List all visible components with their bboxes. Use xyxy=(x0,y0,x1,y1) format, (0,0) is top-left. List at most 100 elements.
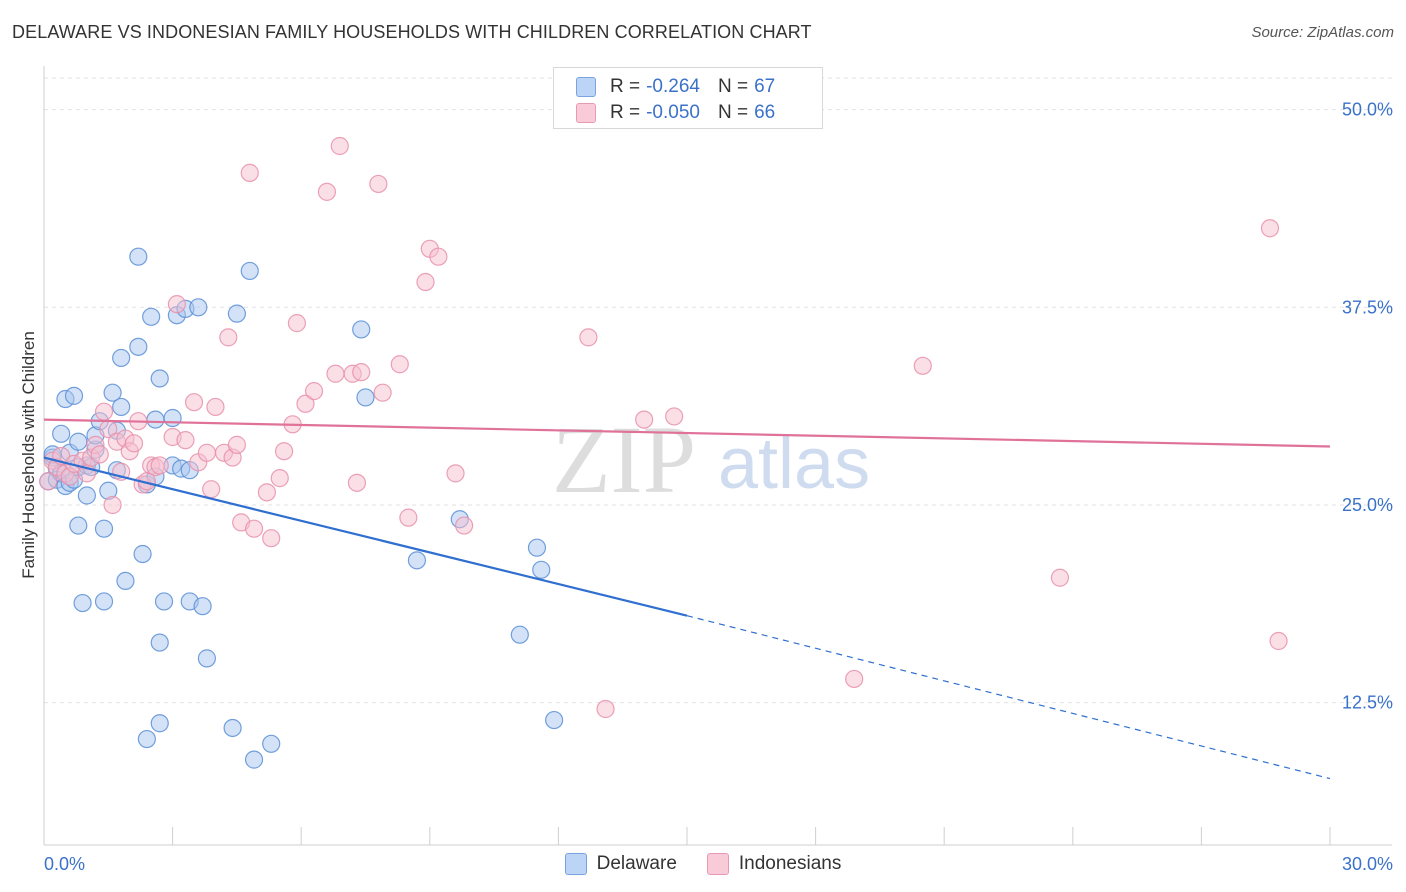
legend-n-value-indonesians: 66 xyxy=(754,102,776,123)
point-delaware xyxy=(150,633,169,652)
point-indonesians xyxy=(390,355,409,374)
point-indonesians xyxy=(257,483,277,502)
point-indonesians xyxy=(596,699,615,719)
point-indonesians xyxy=(352,363,371,382)
legend-r-label: R = xyxy=(610,76,641,97)
legend-n-value-delaware: 67 xyxy=(754,76,776,97)
point-delaware xyxy=(52,424,71,443)
point-indonesians xyxy=(244,519,264,538)
point-delaware xyxy=(112,348,131,368)
tick-labels: 12.5% 25.0% 37.5% 50.0% 0.0% 30.0% xyxy=(44,100,1393,874)
x-tick-label: 0.0% xyxy=(44,854,85,874)
point-indonesians xyxy=(399,508,418,527)
point-delaware xyxy=(146,410,165,429)
legend-r-value-delaware: -0.264 xyxy=(646,76,700,97)
y-tick-label: 50.0% xyxy=(1342,100,1393,120)
legend-swatch-indonesians xyxy=(576,103,596,123)
series-legend-label-indonesians: Indonesians xyxy=(738,853,842,874)
point-indonesians xyxy=(665,407,684,426)
point-indonesians xyxy=(202,480,221,499)
point-indonesians xyxy=(429,247,448,266)
point-delaware xyxy=(77,486,96,505)
point-indonesians xyxy=(845,669,864,689)
point-delaware xyxy=(189,298,208,317)
point-delaware xyxy=(527,538,547,557)
point-indonesians xyxy=(317,182,337,201)
legend-swatch-indonesians xyxy=(706,853,729,875)
point-indonesians xyxy=(330,136,349,156)
point-delaware xyxy=(112,397,131,417)
chart-title: DELAWARE VS INDONESIAN FAMILY HOUSEHOLDS… xyxy=(12,22,812,42)
legend-row-delaware: R = -0.264 N = 67 xyxy=(576,75,775,99)
point-delaware xyxy=(103,383,122,402)
point-indonesians xyxy=(39,472,58,491)
y-tick-label: 37.5% xyxy=(1342,297,1393,317)
point-delaware xyxy=(129,337,148,356)
point-indonesians xyxy=(1050,568,1070,587)
y-tick-label: 12.5% xyxy=(1342,693,1393,713)
point-indonesians xyxy=(167,295,186,314)
point-indonesians xyxy=(913,356,932,375)
point-indonesians xyxy=(240,163,259,182)
point-delaware xyxy=(73,593,92,613)
point-delaware xyxy=(133,544,152,564)
point-indonesians xyxy=(124,434,144,453)
point-delaware xyxy=(154,592,174,611)
trend-line-delaware xyxy=(43,456,688,617)
point-delaware xyxy=(94,592,114,611)
trend-line-indonesians xyxy=(43,418,1331,448)
point-indonesians xyxy=(150,456,169,475)
point-indonesians xyxy=(416,272,435,292)
point-indonesians xyxy=(1269,631,1288,651)
series-legend-delaware: Delaware xyxy=(564,853,677,875)
point-delaware xyxy=(240,261,259,281)
point-indonesians xyxy=(304,382,324,401)
legend-r-value-indonesians: -0.050 xyxy=(646,102,700,123)
point-indonesians xyxy=(287,314,307,333)
point-indonesians xyxy=(103,495,122,515)
point-delaware xyxy=(532,560,551,579)
x-tick-label: 30.0% xyxy=(1342,854,1393,874)
series-legend-indonesians: Indonesians xyxy=(706,853,842,875)
point-indonesians xyxy=(90,445,109,464)
point-delaware xyxy=(137,729,156,749)
point-delaware xyxy=(69,516,88,535)
point-delaware xyxy=(150,369,169,388)
point-delaware xyxy=(116,571,135,590)
y-tick-label: 25.0% xyxy=(1342,495,1393,515)
point-indonesians xyxy=(184,393,204,412)
legend-r-label: R = xyxy=(610,102,641,123)
point-delaware xyxy=(193,597,212,616)
point-indonesians xyxy=(579,328,598,347)
point-delaware xyxy=(244,750,264,769)
point-indonesians xyxy=(227,435,246,454)
source-label: Source: ZipAtlas.com xyxy=(1251,24,1394,41)
point-indonesians xyxy=(369,174,388,194)
point-indonesians xyxy=(270,469,289,488)
legend-row-indonesians: R = -0.050 N = 66 xyxy=(576,101,775,125)
series-legend: Delaware Indonesians xyxy=(0,852,1406,876)
point-indonesians xyxy=(206,397,225,417)
point-delaware xyxy=(129,247,148,266)
point-indonesians xyxy=(635,410,654,429)
point-delaware xyxy=(227,304,246,323)
point-delaware xyxy=(150,714,169,733)
point-delaware xyxy=(262,734,281,753)
point-indonesians xyxy=(197,443,216,462)
point-indonesians xyxy=(262,529,281,548)
point-delaware xyxy=(510,625,529,644)
point-delaware xyxy=(223,718,242,738)
point-indonesians xyxy=(1260,219,1280,238)
trend-lines xyxy=(43,418,1331,780)
point-indonesians xyxy=(446,464,465,483)
point-delaware xyxy=(163,408,182,428)
point-delaware xyxy=(352,320,371,339)
trend-line-delaware-extrapolated xyxy=(686,615,1331,780)
point-delaware xyxy=(545,710,564,730)
point-indonesians xyxy=(274,442,294,461)
point-indonesians xyxy=(176,431,195,450)
point-indonesians xyxy=(373,383,392,402)
point-delaware xyxy=(407,551,427,570)
point-delaware xyxy=(142,307,161,326)
